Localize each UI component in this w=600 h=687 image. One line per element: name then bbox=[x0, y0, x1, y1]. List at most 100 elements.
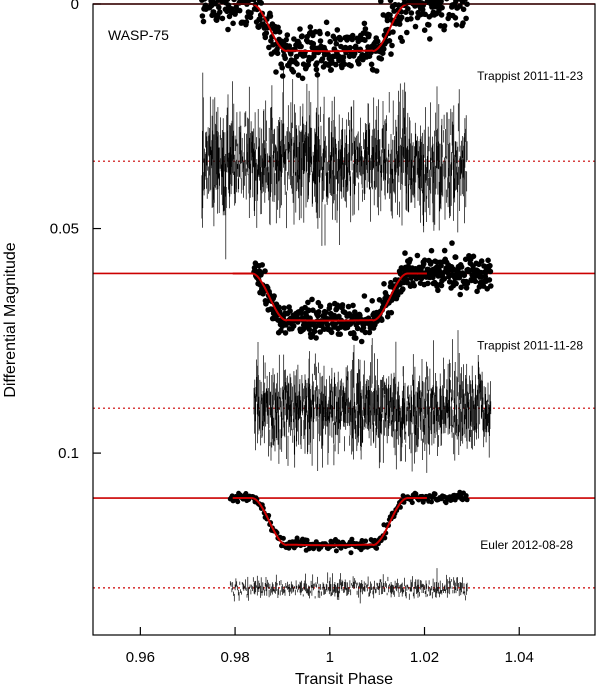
data-point bbox=[310, 40, 317, 47]
data-point bbox=[349, 536, 355, 542]
data-point bbox=[369, 298, 376, 304]
data-point bbox=[435, 287, 441, 294]
data-point bbox=[324, 31, 331, 37]
data-point bbox=[461, 272, 468, 279]
data-point bbox=[309, 296, 315, 303]
data-point bbox=[387, 12, 393, 18]
data-point bbox=[472, 278, 479, 285]
data-point bbox=[272, 28, 279, 35]
data-point bbox=[251, 0, 257, 3]
data-point bbox=[366, 329, 373, 336]
data-point bbox=[379, 317, 385, 324]
data-point bbox=[328, 538, 334, 544]
data-point bbox=[243, 19, 250, 25]
data-point bbox=[233, 4, 239, 10]
data-point bbox=[478, 274, 485, 280]
data-point bbox=[317, 38, 324, 44]
data-point bbox=[290, 323, 297, 329]
data-point bbox=[396, 21, 403, 27]
series-label: Trappist 2011-11-23 bbox=[477, 69, 583, 83]
data-point bbox=[298, 43, 304, 50]
x-tick-label: 0.98 bbox=[220, 649, 249, 666]
data-point bbox=[327, 302, 333, 309]
data-point bbox=[387, 0, 394, 4]
data-point bbox=[463, 15, 469, 22]
data-point bbox=[314, 72, 321, 78]
x-tick-label: 1 bbox=[326, 649, 334, 666]
light-curve-3: Euler 2012-08-28 bbox=[93, 489, 595, 604]
data-point bbox=[294, 61, 300, 67]
light-curve-2: Trappist 2011-11-28 bbox=[93, 240, 595, 473]
data-point bbox=[427, 36, 433, 42]
data-point bbox=[453, 22, 460, 28]
data-point bbox=[271, 293, 277, 299]
data-point bbox=[217, 9, 223, 15]
data-point bbox=[350, 302, 356, 309]
data-point bbox=[457, 3, 463, 9]
data-point bbox=[333, 548, 339, 554]
data-point bbox=[463, 493, 469, 499]
data-point bbox=[273, 69, 279, 75]
data-point bbox=[317, 303, 324, 310]
data-point bbox=[358, 338, 365, 345]
data-point bbox=[299, 75, 306, 82]
data-point bbox=[224, 0, 231, 3]
data-point bbox=[446, 279, 453, 285]
data-point bbox=[262, 34, 269, 41]
data-point bbox=[293, 53, 300, 60]
data-point bbox=[470, 253, 477, 260]
data-point bbox=[334, 302, 341, 309]
data-point bbox=[487, 262, 493, 269]
data-point bbox=[364, 307, 371, 313]
data-point bbox=[384, 17, 391, 24]
data-point bbox=[426, 22, 432, 28]
x-tick-label: 1.04 bbox=[505, 649, 534, 666]
plot-layer: Trappist 2011-11-23 Trappist 2011-11-28 Eu… bbox=[93, 0, 595, 604]
data-point bbox=[219, 15, 226, 22]
series-label: Trappist 2011-11-28 bbox=[477, 338, 583, 352]
data-point bbox=[257, 16, 264, 23]
data-point bbox=[449, 240, 455, 246]
data-point bbox=[441, 276, 448, 282]
data-point bbox=[381, 46, 387, 52]
data-point bbox=[362, 37, 368, 43]
data-point bbox=[361, 20, 368, 27]
data-point bbox=[432, 491, 438, 497]
data-point bbox=[453, 280, 459, 287]
x-tick-label: 0.96 bbox=[126, 649, 155, 666]
data-point bbox=[398, 14, 405, 21]
data-point bbox=[349, 32, 356, 39]
data-point bbox=[282, 55, 289, 62]
data-point bbox=[474, 288, 480, 295]
data-point bbox=[276, 29, 283, 35]
data-point bbox=[399, 38, 406, 44]
data-point bbox=[313, 335, 319, 341]
data-point bbox=[319, 56, 326, 62]
data-point bbox=[404, 29, 410, 36]
data-point bbox=[297, 26, 303, 32]
data-point bbox=[279, 64, 286, 71]
data-point bbox=[405, 6, 411, 12]
data-point bbox=[200, 18, 207, 25]
data-point bbox=[286, 43, 293, 49]
series-label: Euler 2012-08-28 bbox=[480, 538, 573, 552]
data-point bbox=[341, 61, 348, 67]
data-point bbox=[235, 499, 241, 505]
data-point bbox=[438, 262, 444, 269]
data-point bbox=[281, 305, 287, 311]
data-point bbox=[408, 10, 415, 16]
data-point bbox=[347, 44, 353, 51]
data-point bbox=[333, 61, 339, 68]
data-point bbox=[487, 268, 494, 275]
data-point bbox=[485, 257, 491, 264]
data-point bbox=[460, 20, 466, 26]
data-point bbox=[460, 6, 467, 13]
x-axis-title: Transit Phase bbox=[295, 671, 393, 687]
data-point bbox=[337, 331, 344, 338]
data-point bbox=[411, 282, 418, 289]
data-point bbox=[486, 277, 493, 283]
data-point bbox=[356, 61, 362, 67]
data-point bbox=[348, 550, 354, 556]
tick-layer: 0.96 0.98 1 1.02 1.04 0 0.05 0.1 bbox=[50, 0, 534, 666]
data-point bbox=[275, 24, 281, 31]
